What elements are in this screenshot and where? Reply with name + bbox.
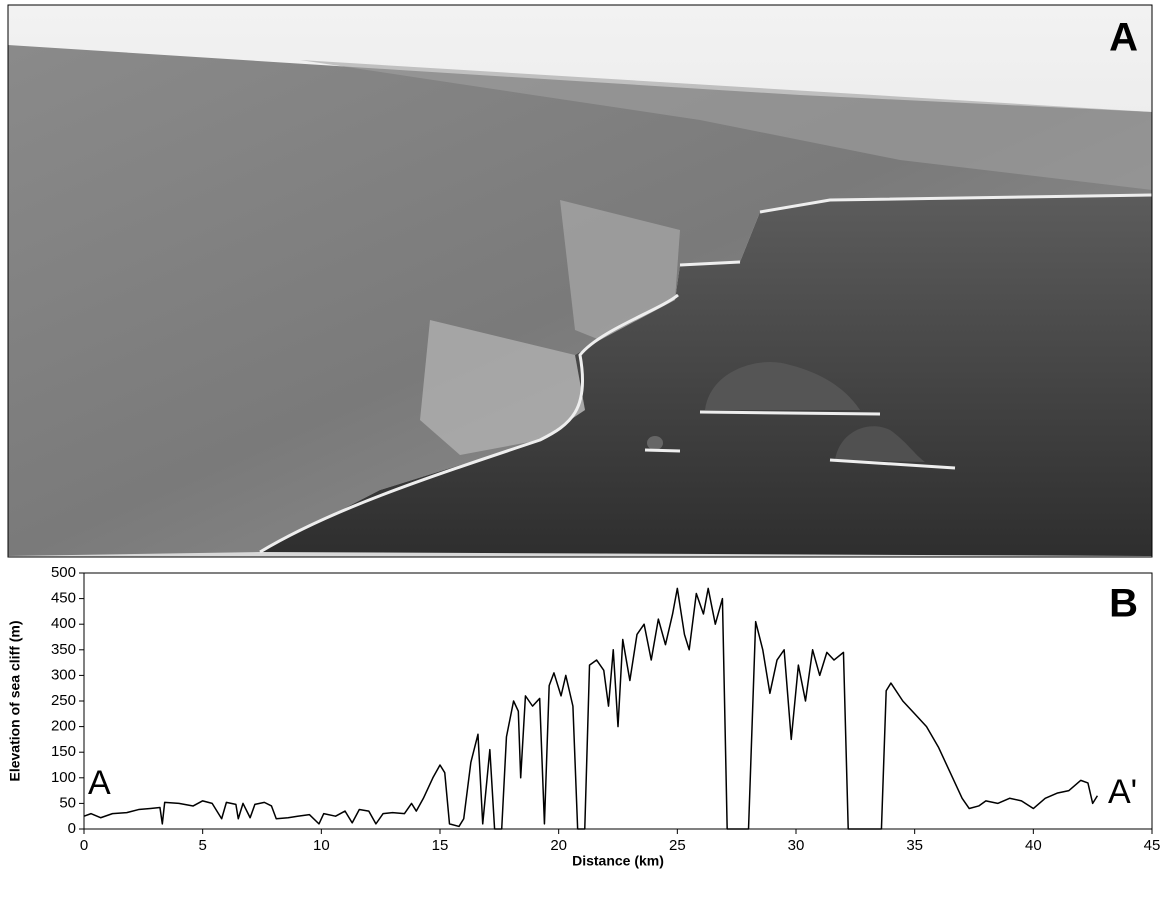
x-axis-title: Distance (km) (572, 853, 664, 869)
plot-frame (84, 573, 1152, 829)
photo: A (8, 5, 1152, 557)
x-tick-label: 45 (1144, 837, 1161, 854)
x-tick-label: 10 (313, 837, 330, 854)
y-tick-label: 500 (51, 564, 76, 581)
y-tick-label: 450 (51, 590, 76, 607)
y-axis-title: Elevation of sea cliff (m) (7, 620, 23, 781)
x-tick-label: 40 (1025, 837, 1042, 854)
figure: A 0 50 100 150 200 250 300 350 400 450 500 0 5 10 15 20… (0, 0, 1168, 902)
x-tick-label: 15 (432, 837, 449, 854)
x-tick-label: 5 (198, 837, 206, 854)
y-tick-label: 300 (51, 666, 76, 683)
annotation: A' (1108, 773, 1137, 811)
y-tick-label: 0 (68, 820, 76, 837)
panel-label: A (1109, 16, 1138, 60)
x-tick-label: 35 (906, 837, 923, 854)
y-tick-label: 100 (51, 769, 76, 786)
annotation: B (1109, 582, 1138, 626)
x-tick-label: 0 (80, 837, 88, 854)
y-tick-label: 350 (51, 641, 76, 658)
y-tick-label: 150 (51, 743, 76, 760)
x-tick-label: 20 (550, 837, 567, 854)
y-tick-label: 250 (51, 692, 76, 709)
chart: 0 50 100 150 200 250 300 350 400 450 500 0 5 10 15 20 25… (7, 564, 1161, 869)
y-tick-label: 200 (51, 718, 76, 735)
x-tick-label: 25 (669, 837, 686, 854)
x-tick-label: 30 (788, 837, 805, 854)
y-tick-label: 50 (59, 794, 76, 811)
y-tick-label: 400 (51, 615, 76, 632)
profile-line (84, 588, 1097, 829)
annotation: A (88, 764, 111, 802)
